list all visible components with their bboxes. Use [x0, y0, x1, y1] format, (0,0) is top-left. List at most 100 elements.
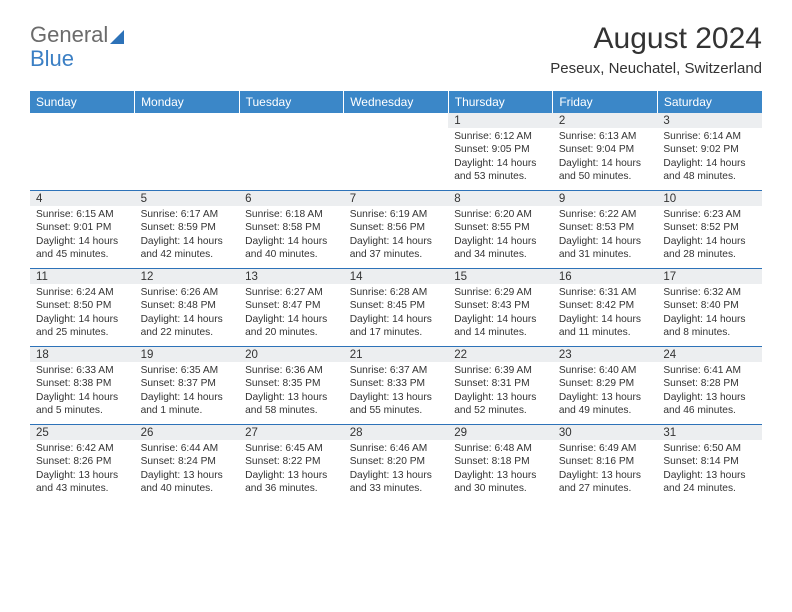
calendar-day-cell: 3Sunrise: 6:14 AMSunset: 9:02 PMDaylight…: [657, 113, 762, 191]
logo-line2: Blue: [30, 46, 74, 72]
day-number: 8: [448, 191, 553, 206]
day-number: 31: [657, 425, 762, 440]
day-number: 26: [135, 425, 240, 440]
day-line: Sunrise: 6:29 AM: [454, 286, 547, 299]
day-body: Sunrise: 6:49 AMSunset: 8:16 PMDaylight:…: [553, 440, 658, 502]
logo-text-blue: Blue: [30, 46, 74, 71]
day-line: Sunset: 8:43 PM: [454, 299, 547, 312]
day-number: [30, 113, 135, 128]
day-body: Sunrise: 6:46 AMSunset: 8:20 PMDaylight:…: [344, 440, 449, 502]
day-body: Sunrise: 6:45 AMSunset: 8:22 PMDaylight:…: [239, 440, 344, 502]
day-body: Sunrise: 6:17 AMSunset: 8:59 PMDaylight:…: [135, 206, 240, 268]
day-line: Sunrise: 6:46 AM: [350, 442, 443, 455]
day-line: Sunset: 9:02 PM: [663, 143, 756, 156]
day-body: Sunrise: 6:37 AMSunset: 8:33 PMDaylight:…: [344, 362, 449, 424]
day-line: Sunset: 8:55 PM: [454, 221, 547, 234]
day-line: Daylight: 13 hours and 40 minutes.: [141, 469, 234, 496]
day-line: Sunrise: 6:41 AM: [663, 364, 756, 377]
day-line: Sunset: 8:14 PM: [663, 455, 756, 468]
day-line: Daylight: 13 hours and 49 minutes.: [559, 391, 652, 418]
day-line: Sunrise: 6:31 AM: [559, 286, 652, 299]
day-line: Daylight: 14 hours and 40 minutes.: [245, 235, 338, 262]
calendar-day-cell: 14Sunrise: 6:28 AMSunset: 8:45 PMDayligh…: [344, 269, 449, 347]
day-line: Sunrise: 6:22 AM: [559, 208, 652, 221]
calendar-body: 1Sunrise: 6:12 AMSunset: 9:05 PMDaylight…: [30, 113, 762, 502]
day-line: Sunset: 9:05 PM: [454, 143, 547, 156]
calendar-day-cell: 2Sunrise: 6:13 AMSunset: 9:04 PMDaylight…: [553, 113, 658, 191]
page-subtitle: Peseux, Neuchatel, Switzerland: [550, 60, 762, 77]
page-title: August 2024: [550, 22, 762, 56]
calendar-day-cell: 22Sunrise: 6:39 AMSunset: 8:31 PMDayligh…: [448, 347, 553, 425]
day-line: Sunrise: 6:36 AM: [245, 364, 338, 377]
calendar-day-cell: 15Sunrise: 6:29 AMSunset: 8:43 PMDayligh…: [448, 269, 553, 347]
day-line: Daylight: 13 hours and 36 minutes.: [245, 469, 338, 496]
calendar-header-row: SundayMondayTuesdayWednesdayThursdayFrid…: [30, 91, 762, 113]
day-number: [135, 113, 240, 128]
day-line: Daylight: 14 hours and 1 minute.: [141, 391, 234, 418]
day-number: 23: [553, 347, 658, 362]
day-body: Sunrise: 6:13 AMSunset: 9:04 PMDaylight:…: [553, 128, 658, 190]
day-line: Daylight: 14 hours and 53 minutes.: [454, 157, 547, 184]
weekday-header: Friday: [553, 91, 658, 113]
day-line: Sunset: 8:48 PM: [141, 299, 234, 312]
day-line: Daylight: 13 hours and 27 minutes.: [559, 469, 652, 496]
calendar-day-cell: 4Sunrise: 6:15 AMSunset: 9:01 PMDaylight…: [30, 191, 135, 269]
day-line: Sunset: 9:01 PM: [36, 221, 129, 234]
day-body: Sunrise: 6:27 AMSunset: 8:47 PMDaylight:…: [239, 284, 344, 346]
day-number: 12: [135, 269, 240, 284]
logo-text-general: General: [30, 22, 108, 48]
day-line: Sunrise: 6:18 AM: [245, 208, 338, 221]
day-number: 5: [135, 191, 240, 206]
weekday-header: Monday: [135, 91, 240, 113]
day-line: Sunset: 8:33 PM: [350, 377, 443, 390]
day-line: Sunrise: 6:13 AM: [559, 130, 652, 143]
day-body: Sunrise: 6:22 AMSunset: 8:53 PMDaylight:…: [553, 206, 658, 268]
day-line: Daylight: 13 hours and 46 minutes.: [663, 391, 756, 418]
day-body: Sunrise: 6:28 AMSunset: 8:45 PMDaylight:…: [344, 284, 449, 346]
day-number: 15: [448, 269, 553, 284]
calendar-day-cell: 27Sunrise: 6:45 AMSunset: 8:22 PMDayligh…: [239, 425, 344, 503]
day-number: 13: [239, 269, 344, 284]
day-line: Sunset: 8:38 PM: [36, 377, 129, 390]
day-number: 10: [657, 191, 762, 206]
day-line: Daylight: 13 hours and 43 minutes.: [36, 469, 129, 496]
day-line: Sunset: 8:58 PM: [245, 221, 338, 234]
calendar-day-cell: 20Sunrise: 6:36 AMSunset: 8:35 PMDayligh…: [239, 347, 344, 425]
day-number: 21: [344, 347, 449, 362]
day-body: [239, 128, 344, 190]
day-body: Sunrise: 6:31 AMSunset: 8:42 PMDaylight:…: [553, 284, 658, 346]
day-line: Daylight: 14 hours and 31 minutes.: [559, 235, 652, 262]
day-line: Sunrise: 6:42 AM: [36, 442, 129, 455]
day-body: Sunrise: 6:26 AMSunset: 8:48 PMDaylight:…: [135, 284, 240, 346]
calendar-week-row: 11Sunrise: 6:24 AMSunset: 8:50 PMDayligh…: [30, 269, 762, 347]
day-line: Sunset: 8:52 PM: [663, 221, 756, 234]
day-body: Sunrise: 6:24 AMSunset: 8:50 PMDaylight:…: [30, 284, 135, 346]
day-line: Sunrise: 6:20 AM: [454, 208, 547, 221]
calendar-day-cell: [239, 113, 344, 191]
day-body: Sunrise: 6:48 AMSunset: 8:18 PMDaylight:…: [448, 440, 553, 502]
day-line: Sunset: 9:04 PM: [559, 143, 652, 156]
day-body: Sunrise: 6:29 AMSunset: 8:43 PMDaylight:…: [448, 284, 553, 346]
logo-triangle-icon: [110, 30, 124, 44]
day-line: Sunrise: 6:37 AM: [350, 364, 443, 377]
day-number: [239, 113, 344, 128]
day-line: Daylight: 14 hours and 50 minutes.: [559, 157, 652, 184]
calendar-day-cell: [135, 113, 240, 191]
calendar-day-cell: 12Sunrise: 6:26 AMSunset: 8:48 PMDayligh…: [135, 269, 240, 347]
day-number: 1: [448, 113, 553, 128]
day-line: Sunrise: 6:44 AM: [141, 442, 234, 455]
day-line: Sunset: 8:29 PM: [559, 377, 652, 390]
calendar-day-cell: 28Sunrise: 6:46 AMSunset: 8:20 PMDayligh…: [344, 425, 449, 503]
day-body: Sunrise: 6:15 AMSunset: 9:01 PMDaylight:…: [30, 206, 135, 268]
day-body: [344, 128, 449, 190]
day-body: Sunrise: 6:12 AMSunset: 9:05 PMDaylight:…: [448, 128, 553, 190]
day-line: Sunset: 8:50 PM: [36, 299, 129, 312]
calendar-day-cell: [30, 113, 135, 191]
day-number: 16: [553, 269, 658, 284]
day-line: Sunrise: 6:15 AM: [36, 208, 129, 221]
day-line: Daylight: 13 hours and 58 minutes.: [245, 391, 338, 418]
calendar-day-cell: 18Sunrise: 6:33 AMSunset: 8:38 PMDayligh…: [30, 347, 135, 425]
calendar-day-cell: 9Sunrise: 6:22 AMSunset: 8:53 PMDaylight…: [553, 191, 658, 269]
logo: General: [30, 22, 124, 48]
day-number: 9: [553, 191, 658, 206]
